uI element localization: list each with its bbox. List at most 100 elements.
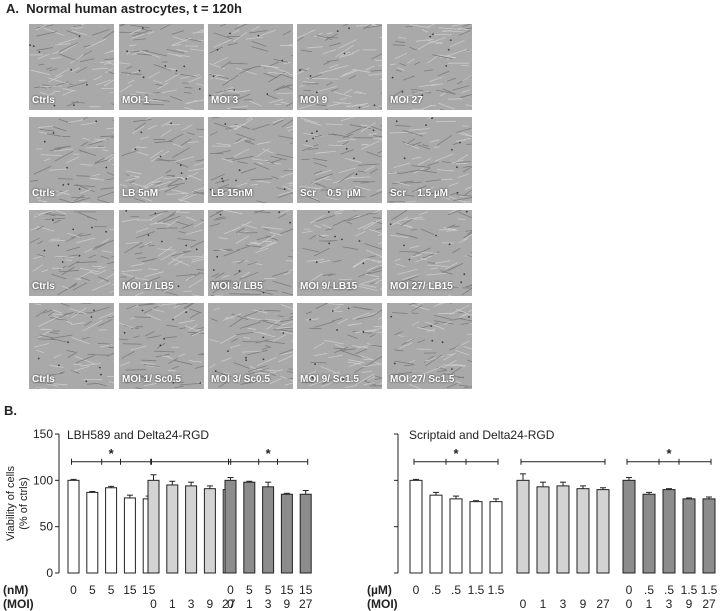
micrograph-label: Ctrls xyxy=(32,95,55,106)
x-tick-label-moi: 27 xyxy=(702,597,716,611)
micrograph-label: MOI 27 xyxy=(390,95,423,106)
row1-axis-label: (nM) xyxy=(3,583,28,597)
x-tick-label-moi: 27 xyxy=(222,597,236,611)
micrograph-label: MOI 3/ LB5 xyxy=(211,281,263,292)
x-tick-label-conc: 5 xyxy=(89,583,96,597)
x-tick-label-conc: 15 xyxy=(123,583,137,597)
micrograph-image xyxy=(387,24,472,110)
x-tick-label-moi: 0 xyxy=(626,597,633,611)
bar xyxy=(536,486,550,574)
micrograph-label: LB 5nM xyxy=(122,188,159,199)
row2-axis-label: (MOI) xyxy=(3,597,34,611)
micrograph-image xyxy=(387,210,472,296)
x-tick-label-conc: 0 xyxy=(227,583,234,597)
bar xyxy=(299,493,312,574)
x-tick-label-conc: .5 xyxy=(644,583,654,597)
x-tick-label-moi: 9 xyxy=(284,597,291,611)
panel-a-heading: Normal human astrocytes, t = 120h xyxy=(26,1,242,16)
micrograph-label: MOI 9 xyxy=(300,95,328,106)
panel-b-label: B. xyxy=(4,403,17,418)
micrograph-tile: MOI 3/ Sc0.5 xyxy=(208,303,293,389)
row2-axis-label: (MOI) xyxy=(367,597,398,611)
micrograph-tile: LB 15nM xyxy=(208,117,293,203)
bar xyxy=(576,488,590,574)
micrograph-label: MOI 27/ Sc1.5 xyxy=(390,374,455,385)
x-tick-label-conc: 1.5 xyxy=(681,583,698,597)
micrograph-image xyxy=(208,24,293,110)
x-tick-label-moi: 3 xyxy=(265,597,272,611)
x-tick-label-conc: 5 xyxy=(108,583,115,597)
micrograph-image xyxy=(297,210,382,296)
bar xyxy=(702,498,716,574)
micrograph-tile: MOI 1 xyxy=(119,24,204,110)
x-tick-label-conc: 15 xyxy=(299,583,313,597)
micrograph-label: Scr 0.5 µM xyxy=(300,188,361,199)
micrograph-label: MOI 1 xyxy=(122,95,150,106)
micrograph-image xyxy=(119,210,204,296)
micrograph-label: LB 15nM xyxy=(211,188,253,199)
x-tick-label-conc: 15 xyxy=(280,583,294,597)
x-tick-label-moi: 27 xyxy=(299,597,313,611)
micrograph-image xyxy=(208,303,293,389)
y-axis-label: Viability of cells(% of ctrls) xyxy=(5,466,30,541)
micrograph-label: MOI 9/ Sc1.5 xyxy=(300,374,359,385)
bar xyxy=(642,493,656,574)
x-tick-label-conc: 5 xyxy=(265,583,272,597)
y-tick-label: 50 xyxy=(40,520,54,534)
x-tick-label-conc: .5 xyxy=(431,583,441,597)
micrograph-image xyxy=(119,24,204,110)
y-axis-label-line: Viability of cells xyxy=(5,466,17,541)
bar xyxy=(596,489,610,574)
bar xyxy=(105,487,118,574)
micrograph-image xyxy=(29,210,114,296)
micrograph-tile: MOI 27 xyxy=(387,24,472,110)
x-tick-label-moi: 3 xyxy=(188,597,195,611)
bar xyxy=(556,485,570,574)
x-tick-label-moi: 1 xyxy=(646,597,653,611)
bar xyxy=(147,479,160,574)
x-tick-label-conc: .5 xyxy=(664,583,674,597)
micrograph-image xyxy=(297,117,382,203)
micrograph-image xyxy=(387,117,472,203)
x-tick-label-moi: 1 xyxy=(169,597,176,611)
micrograph-tile: Scr 1.5 µM xyxy=(387,117,472,203)
micrograph-tile: LB 5nM xyxy=(119,117,204,203)
micrograph-label: Ctrls xyxy=(32,374,55,385)
y-tick-label: 0 xyxy=(46,566,53,580)
x-tick-label-moi: 3 xyxy=(560,597,567,611)
x-tick-label-moi: 9 xyxy=(207,597,214,611)
x-tick-label-moi: 0 xyxy=(227,597,234,611)
micrograph-tile: MOI 3/ LB5 xyxy=(208,210,293,296)
bar xyxy=(449,498,463,574)
bar xyxy=(123,497,136,574)
significance-asterisk: * xyxy=(666,446,672,461)
x-tick-label-conc: 0 xyxy=(70,583,77,597)
micrograph-tile: MOI 1/ Sc0.5 xyxy=(119,303,204,389)
micrograph-image xyxy=(119,303,204,389)
micrograph-image xyxy=(119,117,204,203)
bar xyxy=(203,488,216,574)
significance-asterisk: * xyxy=(266,446,272,461)
bar xyxy=(185,485,198,574)
bar xyxy=(86,491,99,574)
x-tick-label-moi: 1 xyxy=(540,597,547,611)
bar xyxy=(280,493,293,574)
x-tick-label-conc: 0 xyxy=(413,583,420,597)
x-tick-label-moi: 9 xyxy=(580,597,587,611)
micrograph-tile: MOI 1/ LB5 xyxy=(119,210,204,296)
micrograph-label: MOI 3/ Sc0.5 xyxy=(211,374,270,385)
x-tick-label-moi: 0 xyxy=(150,597,157,611)
bar xyxy=(166,484,179,574)
bar xyxy=(489,501,503,574)
micrograph-tile: MOI 3 xyxy=(208,24,293,110)
x-tick-label-conc: 15 xyxy=(142,583,156,597)
micrograph-image xyxy=(297,303,382,389)
bar xyxy=(429,494,443,574)
x-tick-label-moi: 27 xyxy=(596,597,610,611)
micrograph-label: MOI 27/ LB15 xyxy=(390,281,453,292)
micrograph-image xyxy=(29,303,114,389)
y-tick-label: 150 xyxy=(33,427,53,441)
x-tick-label-conc: 0 xyxy=(626,583,633,597)
bar xyxy=(469,501,483,574)
bar xyxy=(682,498,696,574)
